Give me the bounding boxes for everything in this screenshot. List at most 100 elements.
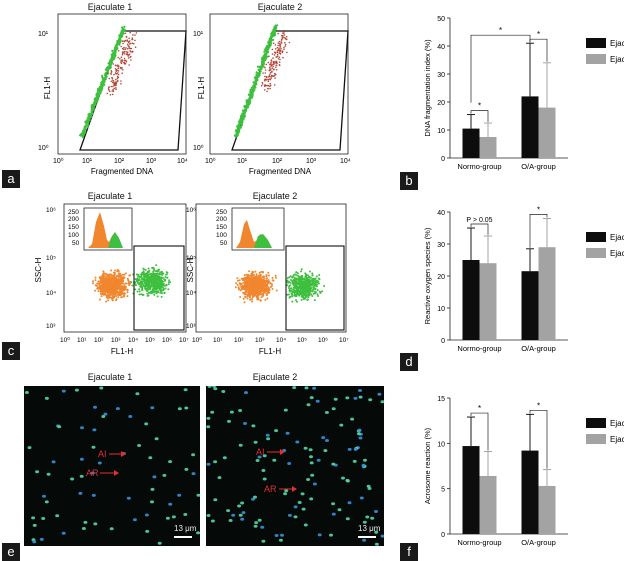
y-axis-label: DNA fragmentation index (%) <box>423 39 432 137</box>
green-event <box>85 124 88 127</box>
green-event <box>302 296 305 299</box>
orange-event <box>107 295 110 298</box>
sperm-cell <box>255 459 260 462</box>
green-event <box>111 58 114 61</box>
green-event <box>102 83 105 86</box>
sperm-cell <box>78 491 83 495</box>
orange-event <box>252 287 255 290</box>
sperm-cell <box>353 447 358 451</box>
sperm-cell <box>115 407 120 411</box>
orange-event <box>242 297 245 300</box>
sperm-cell <box>32 540 37 544</box>
orange-event <box>98 284 101 287</box>
sperm-cell <box>284 489 289 493</box>
orange-event <box>99 280 102 282</box>
orange-event <box>250 284 253 287</box>
orange-event <box>126 288 129 291</box>
green-event <box>141 273 143 276</box>
red-event <box>264 75 266 78</box>
plot-c2-xtick: 10⁵ <box>297 337 307 344</box>
sperm-cell <box>132 518 137 522</box>
orange-event <box>248 270 251 273</box>
inset-tick: 50 <box>72 240 80 247</box>
red-event <box>121 66 123 69</box>
orange-event <box>265 293 268 296</box>
orange-event <box>255 273 258 276</box>
orange-event <box>117 272 120 275</box>
orange-event <box>234 286 237 289</box>
bar-b-1 <box>521 96 539 158</box>
red-event <box>282 35 284 37</box>
red-event <box>277 32 279 35</box>
orange-event <box>262 281 265 283</box>
green-event <box>264 48 267 51</box>
orange-event <box>263 277 266 280</box>
green-event <box>308 276 311 279</box>
sperm-cell <box>300 492 305 496</box>
sperm-cell <box>91 445 96 449</box>
red-event <box>268 85 271 88</box>
arrowhead-ai-2 <box>280 449 285 455</box>
green-event <box>295 271 298 274</box>
red-event <box>280 41 283 44</box>
sperm-cell <box>238 513 243 517</box>
orange-event <box>125 285 127 288</box>
green-event <box>160 271 163 274</box>
red-event <box>278 52 281 54</box>
green-event <box>109 66 112 69</box>
legend-label: Ejacu <box>610 39 624 48</box>
y-tick-label: 0 <box>441 156 445 163</box>
green-event <box>316 289 319 292</box>
legend-label: Ejacu <box>610 419 624 428</box>
green-event <box>99 87 103 91</box>
red-event <box>117 70 120 72</box>
sperm-cell <box>46 472 51 476</box>
significance-bracket <box>529 409 548 469</box>
orange-event <box>94 276 97 279</box>
red-event <box>276 55 279 57</box>
red-event <box>283 32 285 35</box>
red-event <box>120 80 122 82</box>
micrograph-ejaculate-2: 13 μm <box>206 386 384 546</box>
orange-event <box>100 275 103 278</box>
plot-c1-xtick: 10⁰ <box>60 336 70 344</box>
plot-c1-xtick: 10⁴ <box>128 337 138 344</box>
orange-event <box>265 274 268 277</box>
orange-event <box>113 284 116 287</box>
green-event <box>301 288 304 291</box>
green-event <box>101 76 104 80</box>
green-event <box>138 293 141 296</box>
orange-event <box>272 279 275 282</box>
red-event <box>265 75 268 78</box>
green-event <box>323 285 326 287</box>
green-event <box>121 26 124 29</box>
orange-event <box>92 280 94 283</box>
red-event <box>281 38 283 41</box>
orange-event <box>247 277 250 280</box>
y-tick-label: 10 <box>437 306 445 313</box>
sperm-cell <box>316 458 321 462</box>
orange-event <box>259 299 262 302</box>
green-event <box>291 282 294 284</box>
green-event <box>243 113 246 116</box>
orange-event <box>96 282 99 285</box>
green-event <box>316 279 319 282</box>
orange-event <box>119 277 122 280</box>
orange-event <box>116 274 119 277</box>
plot-a2-dots <box>233 24 291 138</box>
plot-c1-xtick: 10⁶ <box>162 337 172 344</box>
green-event <box>294 286 297 289</box>
green-event <box>315 285 318 288</box>
sperm-cell <box>285 431 290 435</box>
red-event <box>116 77 119 80</box>
green-event <box>304 283 307 286</box>
significance-label: * <box>478 102 481 111</box>
inset-tick: 100 <box>216 232 227 239</box>
red-event <box>121 52 124 55</box>
green-event <box>155 264 158 267</box>
red-event <box>112 82 115 84</box>
green-event <box>143 284 146 287</box>
green-event <box>140 276 143 279</box>
red-event <box>267 80 270 83</box>
sperm-cell <box>237 504 242 508</box>
